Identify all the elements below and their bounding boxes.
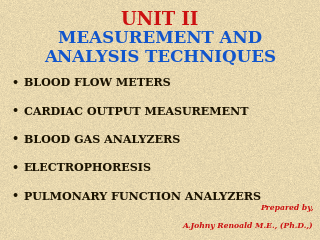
Text: •: • bbox=[11, 134, 18, 144]
Text: CARDIAC OUTPUT MEASUREMENT: CARDIAC OUTPUT MEASUREMENT bbox=[24, 106, 249, 117]
Text: PULMONARY FUNCTION ANALYZERS: PULMONARY FUNCTION ANALYZERS bbox=[24, 191, 261, 202]
Text: •: • bbox=[11, 163, 18, 173]
Text: MEASUREMENT AND: MEASUREMENT AND bbox=[58, 30, 262, 47]
Text: UNIT II: UNIT II bbox=[121, 11, 199, 29]
Text: A.Johny Renoald M.E., (Ph.D.,): A.Johny Renoald M.E., (Ph.D.,) bbox=[183, 222, 314, 230]
Text: •: • bbox=[11, 106, 18, 116]
Text: BLOOD GAS ANALYZERS: BLOOD GAS ANALYZERS bbox=[24, 134, 180, 145]
Text: ANALYSIS TECHNIQUES: ANALYSIS TECHNIQUES bbox=[44, 49, 276, 66]
Text: •: • bbox=[11, 191, 18, 201]
Text: BLOOD FLOW METERS: BLOOD FLOW METERS bbox=[24, 77, 171, 88]
Text: Prepared by,: Prepared by, bbox=[260, 204, 314, 212]
Text: •: • bbox=[11, 78, 18, 88]
Text: ELECTROPHORESIS: ELECTROPHORESIS bbox=[24, 162, 152, 173]
